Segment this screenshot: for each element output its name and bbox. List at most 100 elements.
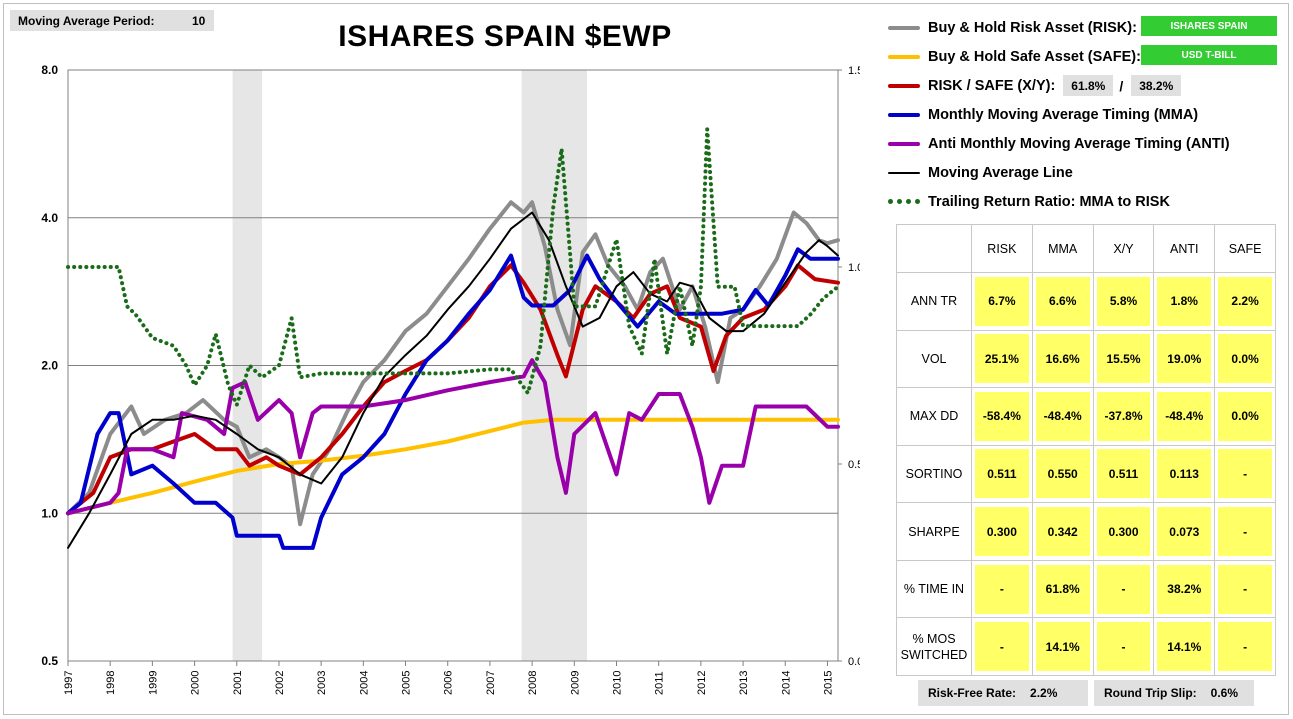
x-tick-label: 1998 [105,671,117,695]
risk-free-rate-box: Risk-Free Rate: 2.2% [918,680,1088,706]
stats-row: % MOS SWITCHED -14.1% -14.1% - [896,617,1276,676]
stats-col-mma: MMA [1031,224,1094,273]
stats-col-safe: SAFE [1214,224,1276,273]
x-tick-label: 2007 [485,671,497,695]
stats-cell: - [1214,502,1276,561]
stats-cell-value: 0.511 [1096,449,1151,499]
stats-cell: 0.511 [1092,444,1155,504]
stats-cell: 0.0% [1214,387,1276,446]
series-line-safe [66,417,840,516]
stats-cell-value: 16.6% [1035,334,1090,384]
stats-cell: 0.073 [1153,502,1216,561]
legend-item-anti: Anti Monthly Moving Average Timing (ANTI… [888,129,1288,158]
stats-col-anti: ANTI [1153,224,1216,273]
stats-row: SHARPE 0.300 0.342 0.300 0.073- [896,502,1276,561]
stats-row-label: % TIME IN [896,559,972,619]
series-line-trailing-return-ratio [66,127,840,407]
stats-cell-value: - [1096,622,1151,672]
x-tick-label: 2008 [527,671,539,695]
stats-cell: -58.4% [971,387,1033,446]
stats-cell-value: - [1096,564,1151,614]
stats-cell-value: - [975,564,1029,614]
stats-cell-value: - [1218,507,1272,557]
legend-swatch-safe [888,54,920,59]
stats-row-label: ANN TR [896,272,972,331]
stats-row: VOL 25.1% 16.6% 15.5% 19.0% 0.0% [896,329,1276,389]
stats-cell: 14.1% [1031,617,1094,676]
y-tick-label: 0.5 [41,654,58,668]
stats-cell: 15.5% [1092,329,1155,389]
x-tick-label: 2002 [274,671,286,695]
y-tick-label: 8.0 [41,63,58,77]
stats-cell: 1.8% [1153,272,1216,331]
stats-col-xy: X/Y [1092,224,1155,273]
x-tick-label: 2000 [190,671,202,695]
legend-swatch-risk [888,25,920,30]
legend-swatch-anti [888,141,920,146]
stats-cell-value: 0.511 [975,449,1029,499]
stats-table: RISK MMA X/Y ANTI SAFE ANN TR 6.7% 6.6% 5.8… [896,224,1276,676]
stats-cell-value: 19.0% [1157,334,1212,384]
period-label: Moving Average Period: [18,13,155,28]
stats-cell-value: -37.8% [1096,391,1151,441]
stats-cell: 38.2% [1153,559,1216,619]
x-tick-label: 2012 [696,671,708,695]
x-tick-label: 2014 [780,671,792,695]
chart-frame [3,3,1289,715]
y2-tick-label: 0.5 [848,459,860,471]
stats-cell: 6.7% [971,272,1033,331]
y-tick-label: 4.0 [41,211,58,225]
stats-cell-value: - [1218,564,1272,614]
stats-cell: 0.300 [1092,502,1155,561]
stats-cell: - [1092,559,1155,619]
legend-label-safe: Buy & Hold Safe Asset (SAFE): [928,48,1141,65]
stats-cell-value: 0.342 [1035,507,1090,557]
legend-swatch-ma [888,171,920,174]
y2-tick-label: 0.0 [848,656,860,668]
x-tick-label: 2010 [611,671,623,695]
y2-tick-label: 1.5 [848,65,860,77]
stats-row: % TIME IN -61.8% -38.2% - [896,559,1276,619]
stats-row-label: MAX DD [896,387,972,446]
stats-cell: 16.6% [1031,329,1094,389]
stats-cell-value: 6.6% [1035,276,1090,326]
moving-average-period-box: Moving Average Period: 10 [10,10,214,31]
stats-cell: - [971,617,1033,676]
legend-item-ma: Moving Average Line [888,158,1288,187]
stats-cell-value: 0.550 [1035,449,1090,499]
stats-cell: 0.550 [1031,444,1094,504]
x-tick-label: 1997 [63,671,75,695]
round-trip-slip-value: 0.6% [1210,686,1239,700]
stats-cell-value: 0.300 [975,507,1029,557]
stats-cell: 61.8% [1031,559,1094,619]
stats-cell: 2.2% [1214,272,1276,331]
stats-row-label: SHARPE [896,502,972,561]
stats-col-risk: RISK [971,224,1033,273]
stats-cell-value: -48.4% [1035,391,1090,441]
stats-cell-value: 6.7% [975,276,1029,326]
round-trip-slip-label: Round Trip Slip: [1104,686,1197,700]
legend-label-ratio: Trailing Return Ratio: MMA to RISK [928,193,1170,210]
stats-cell-value: 5.8% [1096,276,1151,326]
stats-cell: 25.1% [971,329,1033,389]
plot-area [67,69,839,662]
stats-row-label: VOL [896,329,972,389]
chart-title: ISHARES SPAIN $EWP [338,20,672,53]
stats-cell-value: 38.2% [1157,564,1212,614]
stats-corner-cell [896,224,972,273]
y2-tick-label: 1.0 [848,262,860,274]
stats-cell: - [1092,617,1155,676]
stats-cell: - [1214,559,1276,619]
stats-cell-value: - [975,622,1029,672]
legend-item-xy: RISK / SAFE (X/Y): 61.8% / 38.2% [888,71,1288,100]
stats-row-label: % MOS SWITCHED [896,617,972,676]
safe-allocation-pct: 38.2% [1131,75,1182,96]
x-tick-label: 2001 [232,671,244,695]
stats-cell-value: -48.4% [1157,391,1212,441]
stats-header-row: RISK MMA X/Y ANTI SAFE [896,224,1276,273]
stats-cell: - [971,559,1033,619]
legend-swatch-xy [888,83,920,88]
x-tick-label: 2004 [358,671,370,695]
risk-free-rate-label: Risk-Free Rate: [928,686,1017,700]
x-tick-label: 2011 [654,671,666,695]
